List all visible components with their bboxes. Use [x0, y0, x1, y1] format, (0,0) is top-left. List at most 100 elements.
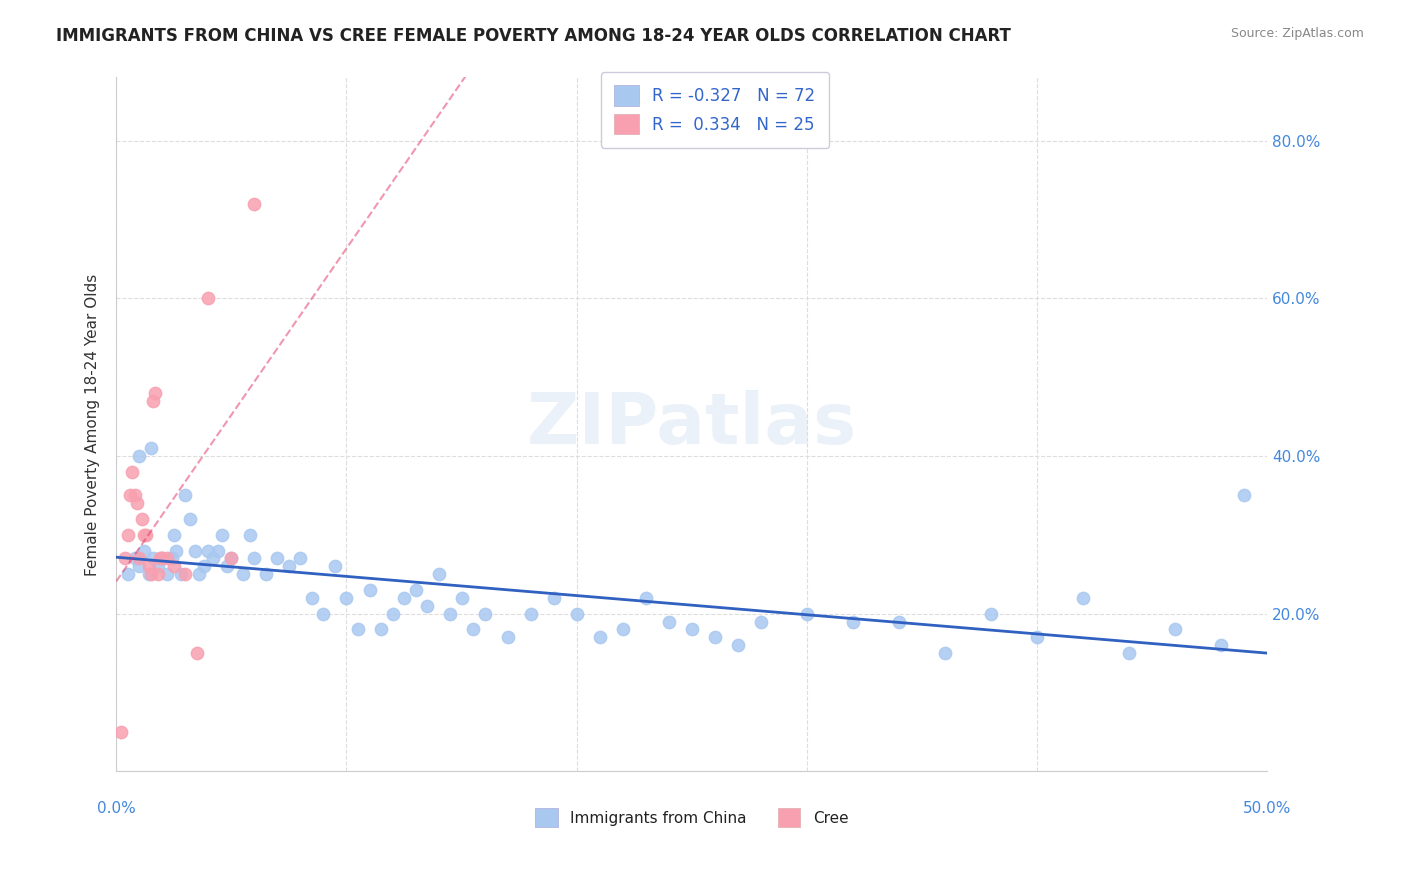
- Point: [150, 551, 173, 566]
- Text: ZIPatlas: ZIPatlas: [527, 390, 856, 458]
- Point: [110, 725, 132, 739]
- Point: [543, 591, 565, 605]
- Point: [934, 646, 956, 660]
- Point: [142, 551, 165, 566]
- Point: [156, 551, 179, 566]
- Point: [138, 559, 160, 574]
- Point: [221, 551, 243, 566]
- Point: [347, 623, 370, 637]
- Y-axis label: Female Poverty Among 18-24 Year Olds: Female Poverty Among 18-24 Year Olds: [86, 273, 100, 575]
- Point: [727, 638, 749, 652]
- Point: [211, 528, 233, 542]
- Point: [565, 607, 588, 621]
- Point: [128, 559, 150, 574]
- Point: [146, 567, 169, 582]
- Point: [156, 567, 179, 582]
- Point: [201, 551, 224, 566]
- Point: [131, 512, 153, 526]
- Point: [634, 591, 657, 605]
- Point: [124, 551, 146, 566]
- Point: [335, 591, 357, 605]
- Point: [183, 543, 205, 558]
- Point: [197, 291, 219, 305]
- Point: [980, 607, 1002, 621]
- Point: [450, 591, 472, 605]
- Point: [1164, 623, 1187, 637]
- Point: [427, 567, 450, 582]
- Point: [128, 551, 150, 566]
- Point: [139, 441, 162, 455]
- Point: [1233, 488, 1256, 502]
- Point: [146, 559, 169, 574]
- Point: [165, 543, 187, 558]
- Point: [1118, 646, 1140, 660]
- Point: [842, 615, 865, 629]
- Legend: Immigrants from China, Cree: Immigrants from China, Cree: [529, 802, 855, 833]
- Point: [117, 528, 139, 542]
- Point: [139, 567, 162, 582]
- Point: [496, 630, 519, 644]
- Point: [128, 449, 150, 463]
- Point: [179, 512, 201, 526]
- Point: [117, 567, 139, 582]
- Point: [312, 607, 335, 621]
- Text: 0.0%: 0.0%: [97, 801, 135, 816]
- Point: [145, 385, 167, 400]
- Point: [658, 615, 681, 629]
- Point: [160, 551, 183, 566]
- Point: [186, 646, 208, 660]
- Point: [174, 488, 197, 502]
- Point: [681, 623, 703, 637]
- Point: [149, 551, 172, 566]
- Point: [232, 567, 254, 582]
- Point: [301, 591, 323, 605]
- Point: [188, 567, 211, 582]
- Point: [132, 543, 155, 558]
- Point: [215, 559, 238, 574]
- Point: [461, 623, 484, 637]
- Text: Source: ZipAtlas.com: Source: ZipAtlas.com: [1230, 27, 1364, 40]
- Point: [405, 582, 427, 597]
- Point: [239, 528, 262, 542]
- Point: [243, 196, 266, 211]
- Point: [1071, 591, 1094, 605]
- Point: [439, 607, 461, 621]
- Point: [125, 496, 148, 510]
- Point: [254, 567, 277, 582]
- Point: [124, 488, 146, 502]
- Text: IMMIGRANTS FROM CHINA VS CREE FEMALE POVERTY AMONG 18-24 YEAR OLDS CORRELATION C: IMMIGRANTS FROM CHINA VS CREE FEMALE POV…: [56, 27, 1011, 45]
- Point: [174, 567, 197, 582]
- Point: [612, 623, 634, 637]
- Point: [121, 465, 143, 479]
- Point: [170, 567, 193, 582]
- Point: [370, 623, 392, 637]
- Point: [142, 393, 165, 408]
- Point: [392, 591, 415, 605]
- Point: [135, 528, 157, 542]
- Point: [150, 551, 173, 566]
- Point: [163, 559, 186, 574]
- Point: [589, 630, 612, 644]
- Point: [197, 543, 219, 558]
- Point: [266, 551, 288, 566]
- Point: [416, 599, 439, 613]
- Point: [796, 607, 818, 621]
- Point: [114, 551, 136, 566]
- Point: [474, 607, 496, 621]
- Point: [519, 607, 541, 621]
- Point: [277, 559, 299, 574]
- Point: [703, 630, 725, 644]
- Point: [1211, 638, 1233, 652]
- Point: [290, 551, 312, 566]
- Point: [193, 559, 215, 574]
- Point: [120, 488, 142, 502]
- Point: [359, 582, 381, 597]
- Point: [132, 528, 155, 542]
- Point: [221, 551, 243, 566]
- Point: [207, 543, 229, 558]
- Point: [138, 567, 160, 582]
- Point: [887, 615, 910, 629]
- Text: 50.0%: 50.0%: [1243, 801, 1292, 816]
- Point: [381, 607, 404, 621]
- Point: [163, 528, 186, 542]
